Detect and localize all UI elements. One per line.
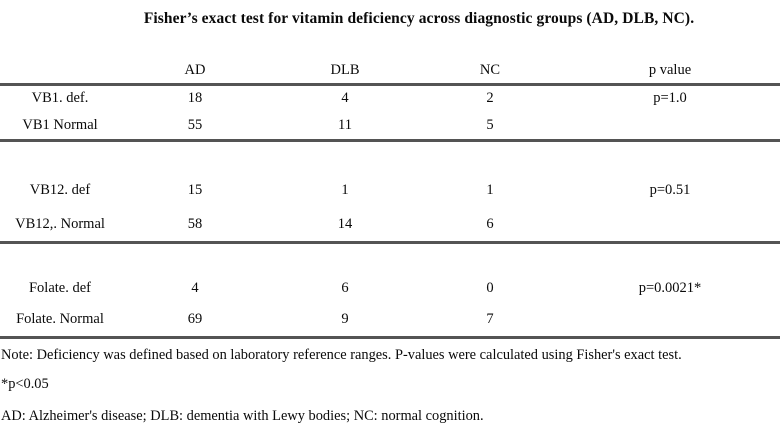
header-dlb: DLB <box>270 58 420 86</box>
cell-ad: 15 <box>187 181 203 198</box>
cell-p-value: p=0.0021* <box>638 279 702 296</box>
header-nc: NC <box>420 58 560 86</box>
fisher-test-table: AD DLB NC p value VB1. def. 18 4 2 p=1.0… <box>0 58 780 339</box>
row-label: Folate. Normal <box>0 304 120 339</box>
note-significance: *p<0.05 <box>1 375 49 392</box>
table-row-vb1-def: VB1. def. 18 4 2 p=1.0 <box>0 84 780 112</box>
cell-nc: 1 <box>486 181 494 198</box>
cell-dlb: 1 <box>341 181 349 198</box>
cell-nc: 6 <box>420 208 560 244</box>
header-empty <box>0 58 120 86</box>
table-notes: Note: Deficiency was defined based on la… <box>0 347 780 426</box>
cell-nc: 2 <box>486 90 494 107</box>
table-row-vb12-def: VB12. def 15 1 1 p=0.51 <box>0 172 780 208</box>
table-row-folate-def: Folate. def 4 6 0 p=0.0021* <box>0 272 780 304</box>
note-definition: Note: Deficiency was defined based on la… <box>1 346 682 363</box>
cell-dlb: 9 <box>270 304 420 339</box>
cell-dlb: 11 <box>270 112 420 142</box>
cell-ad: 4 <box>191 279 199 296</box>
cell-p-value: p=0.51 <box>649 181 691 198</box>
section-spacer <box>0 242 780 272</box>
table-row-vb12-normal: VB12,. Normal 58 14 6 <box>0 208 780 244</box>
table-header-row: AD DLB NC p value <box>0 58 780 86</box>
cell-p-value: p=1.0 <box>653 90 687 107</box>
section-spacer <box>0 140 780 172</box>
cell-nc: 7 <box>420 304 560 339</box>
cell-nc: 5 <box>420 112 560 142</box>
table-title: Fisher’s exact test for vitamin deficien… <box>143 10 695 27</box>
cell-ad: 58 <box>120 208 270 244</box>
header-p-value: p value <box>560 58 780 86</box>
cell-p-value <box>560 304 780 339</box>
cell-dlb: 4 <box>341 90 349 107</box>
row-label: VB1. def. <box>31 90 89 107</box>
row-label: VB1 Normal <box>0 112 120 142</box>
cell-p-value <box>560 208 780 244</box>
row-label: VB12,. Normal <box>0 208 120 244</box>
cell-ad: 55 <box>120 112 270 142</box>
note-abbreviations: AD: Alzheimer's disease; DLB: dementia w… <box>1 407 484 424</box>
cell-ad: 69 <box>120 304 270 339</box>
header-ad: AD <box>120 58 270 86</box>
row-label: VB12. def <box>29 181 91 198</box>
row-label: Folate. def <box>28 279 91 296</box>
paper-table-page: Fisher’s exact test for vitamin deficien… <box>0 10 780 442</box>
cell-dlb: 6 <box>341 279 349 296</box>
cell-nc: 0 <box>486 279 494 296</box>
table-row-vb1-normal: VB1 Normal 55 11 5 <box>0 112 780 142</box>
cell-p-value <box>560 112 780 142</box>
table-row-folate-normal: Folate. Normal 69 9 7 <box>0 304 780 339</box>
cell-ad: 18 <box>187 90 203 107</box>
cell-dlb: 14 <box>270 208 420 244</box>
